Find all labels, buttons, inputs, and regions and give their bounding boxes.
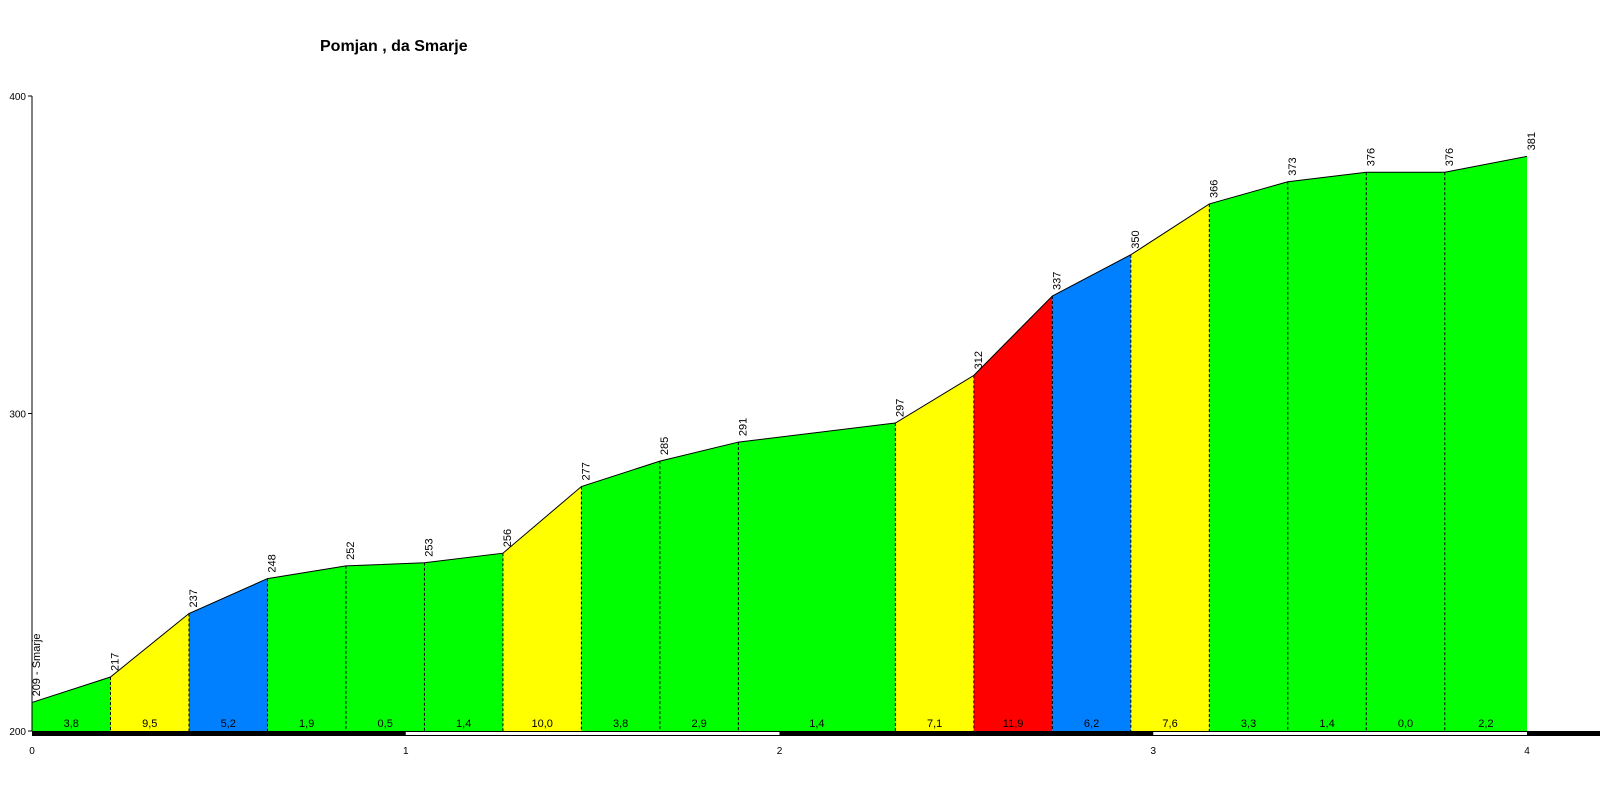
- grade-label: 3,8: [613, 718, 628, 730]
- elevation-label: 376: [1444, 148, 1456, 166]
- elevation-label: 350: [1130, 230, 1142, 248]
- gradient-segment: [267, 565, 346, 731]
- grade-label: 0,5: [378, 718, 393, 730]
- elevation-label: 256: [502, 529, 514, 547]
- elevation-label: 277: [580, 462, 592, 480]
- y-tick-label: 300: [9, 410, 26, 421]
- gradient-segment: [1052, 254, 1131, 731]
- grade-label: 1,4: [456, 718, 471, 730]
- elevation-label: 366: [1208, 180, 1220, 198]
- gradient-segment: [581, 461, 660, 731]
- grade-label: 7,6: [1162, 718, 1177, 730]
- grade-label: 0,0: [1398, 718, 1413, 730]
- elevation-label: 248: [266, 554, 278, 572]
- elevation-label: 376: [1365, 148, 1377, 166]
- elevation-label: 373: [1287, 157, 1299, 175]
- x-axis-bar-band: [405, 732, 780, 735]
- elevation-label: 291: [737, 418, 749, 436]
- gradient-segment: [32, 677, 111, 731]
- grade-label: 1,4: [1319, 718, 1334, 730]
- x-axis-bar: [32, 731, 1600, 736]
- elevation-label: 209 - Smarje: [31, 633, 43, 696]
- elevation-label: 237: [188, 589, 200, 607]
- x-tick-label: 0: [29, 746, 35, 757]
- gradient-segment: [345, 562, 425, 731]
- grade-label: 6,2: [1084, 718, 1099, 730]
- profile-line: [31, 155, 1528, 703]
- grade-label: 3,3: [1241, 718, 1256, 730]
- elevation-label: 381: [1526, 132, 1538, 150]
- x-tick-label: 2: [777, 746, 783, 757]
- elevation-label: 285: [659, 437, 671, 455]
- elevation-label: 297: [894, 399, 906, 417]
- y-tick-label: 200: [9, 727, 26, 738]
- grade-label: 10,0: [531, 718, 552, 730]
- x-tick-label: 1: [403, 746, 409, 757]
- gradient-segment: [659, 442, 739, 731]
- chart-title: Pomjan , da Smarje: [320, 38, 468, 55]
- gradient-segment: [424, 553, 503, 731]
- gradient-segment: [1130, 203, 1210, 731]
- elevation-label: 252: [345, 542, 357, 560]
- elevation-label: 253: [423, 538, 435, 556]
- grade-label: 2,2: [1478, 718, 1493, 730]
- grade-label: 11,9: [1003, 718, 1024, 730]
- gradient-segment: [1366, 172, 1445, 731]
- elevation-label: 337: [1051, 272, 1063, 290]
- gradient-segment: [1444, 156, 1527, 731]
- gradient-segment: [110, 613, 189, 731]
- x-axis-bar-band: [1153, 732, 1527, 735]
- elevation-label: 217: [109, 653, 121, 671]
- x-tick-label: 4: [1524, 746, 1530, 757]
- gradient-segment: [895, 375, 974, 731]
- grade-label: 1,9: [299, 718, 314, 730]
- gradient-segment: [502, 486, 582, 731]
- gradient-segment: [738, 423, 896, 731]
- elevation-label: 312: [973, 351, 985, 369]
- x-tick-label: 3: [1150, 746, 1156, 757]
- grade-label: 7,1: [927, 718, 942, 730]
- gradient-segment: [188, 578, 268, 731]
- grade-label: 2,9: [691, 718, 706, 730]
- y-tick-label: 400: [9, 92, 26, 103]
- gradient-segment: [973, 296, 1053, 731]
- grade-label: 9,5: [142, 718, 157, 730]
- grade-label: 3,8: [64, 718, 79, 730]
- gradient-segment: [1287, 172, 1367, 731]
- grade-label: 1,4: [809, 718, 824, 730]
- grade-label: 5,2: [221, 718, 236, 730]
- gradient-segment: [1209, 181, 1288, 732]
